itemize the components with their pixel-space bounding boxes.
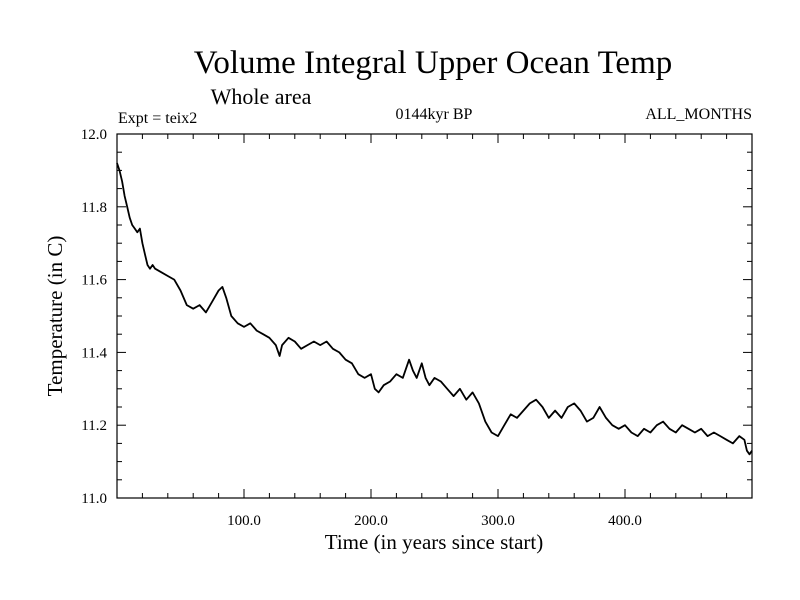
experiment-label: Expt = teix2 xyxy=(118,110,197,127)
y-axis-label: Temperature (in C) xyxy=(43,236,67,397)
y-tick-label: 11.6 xyxy=(81,273,107,289)
y-tick-label: 11.0 xyxy=(81,491,107,507)
tick-group xyxy=(117,134,752,498)
y-tick-label: 11.2 xyxy=(81,418,107,434)
months-label: ALL_MONTHS xyxy=(645,106,752,123)
plot-frame xyxy=(116,133,753,499)
chart-subtitle: Whole area xyxy=(211,84,312,109)
chart-title: Volume Integral Upper Ocean Temp xyxy=(194,45,672,81)
x-axis-label: Time (in years since start) xyxy=(325,530,544,554)
x-tick-label: 300.0 xyxy=(481,513,515,529)
x-tick-label: 100.0 xyxy=(227,513,261,529)
x-tick-label: 400.0 xyxy=(608,513,642,529)
y-tick-label: 12.0 xyxy=(81,127,107,143)
period-label: 0144kyr BP xyxy=(396,106,473,123)
y-tick-label: 11.4 xyxy=(81,345,107,361)
series-line xyxy=(116,162,753,456)
y-tick-label: 11.8 xyxy=(81,200,107,216)
tick-label-group: 100.0 200.0 300.0 400.0 11.0 11.2 11.4 11.6 11.8… xyxy=(81,127,642,529)
x-tick-label: 200.0 xyxy=(354,513,388,529)
